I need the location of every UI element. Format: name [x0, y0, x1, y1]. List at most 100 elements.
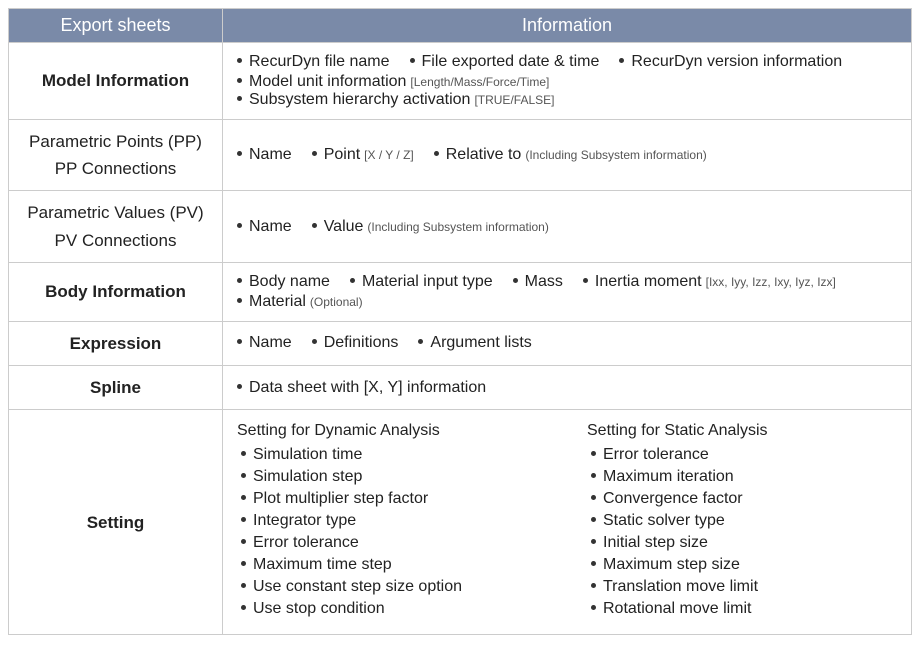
- bullet-icon: [241, 473, 246, 478]
- info-item: Relative to(Including Subsystem informat…: [434, 146, 707, 164]
- info-item: File exported date & time: [410, 53, 600, 71]
- bullet-icon: [237, 96, 242, 101]
- setting-item-text: Convergence factor: [603, 490, 743, 508]
- info-text: Material: [249, 293, 306, 311]
- bullet-icon: [241, 605, 246, 610]
- setting-item: Use constant step size option: [241, 578, 547, 596]
- info-item: Body name: [237, 273, 330, 291]
- info-text: Name: [249, 146, 292, 164]
- sheet-name-cell: Setting: [9, 410, 223, 635]
- bullet-icon: [591, 473, 596, 478]
- setting-item-text: Plot multiplier step factor: [253, 490, 428, 508]
- info-subtext: [Length/Mass/Force/Time]: [410, 75, 549, 89]
- info-text: Model unit information: [249, 73, 406, 91]
- info-subtext: [TRUE/FALSE]: [474, 93, 554, 107]
- info-item: Mass: [513, 273, 563, 291]
- info-text: Value: [324, 218, 364, 236]
- setting-item: Error tolerance: [241, 534, 547, 552]
- info-text: Point: [324, 146, 360, 164]
- setting-col-title: Setting for Dynamic Analysis: [237, 422, 547, 440]
- setting-item: Simulation step: [241, 468, 547, 486]
- table-row-setting: Setting Setting for Dynamic Analysis Simul…: [9, 410, 912, 635]
- info-subtext: [X / Y / Z]: [364, 148, 414, 162]
- setting-item: Maximum step size: [591, 556, 897, 574]
- info-text: RecurDyn file name: [249, 53, 390, 71]
- info-text: Name: [249, 218, 292, 236]
- bullet-icon: [591, 495, 596, 500]
- bullet-icon: [410, 58, 415, 63]
- bullet-icon: [237, 384, 242, 389]
- sheet-name-cell: Spline: [9, 365, 223, 409]
- info-cell: Data sheet with [X, Y] information: [223, 365, 912, 409]
- info-cell: Setting for Dynamic Analysis Simulation t…: [223, 410, 912, 635]
- info-subtext: (Including Subsystem information): [367, 220, 548, 234]
- bullet-icon: [237, 339, 242, 344]
- info-text: Body name: [249, 273, 330, 291]
- info-text: Material input type: [362, 273, 493, 291]
- setting-item: Integrator type: [241, 512, 547, 530]
- info-item: Material (Optional): [237, 293, 363, 311]
- bullet-icon: [513, 278, 518, 283]
- info-item: RecurDyn file name: [237, 53, 390, 71]
- setting-item-text: Error tolerance: [603, 446, 709, 464]
- info-subtext: (Including Subsystem information): [525, 148, 706, 162]
- bullet-icon: [237, 151, 242, 156]
- bullet-icon: [418, 339, 423, 344]
- info-text: Definitions: [324, 334, 399, 352]
- info-text: Subsystem hierarchy activation: [249, 91, 470, 109]
- setting-item: Rotational move limit: [591, 600, 897, 618]
- setting-item: Error tolerance: [591, 446, 897, 464]
- table-row: Model Information RecurDyn file name File …: [9, 43, 912, 120]
- bullet-icon: [241, 561, 246, 566]
- info-cell: Name Point [X / Y / Z] Relative to(Includin…: [223, 120, 912, 191]
- setting-item: Static solver type: [591, 512, 897, 530]
- info-item: Data sheet with [X, Y] information: [237, 379, 486, 397]
- header-export-sheets: Export sheets: [9, 9, 223, 43]
- sheet-name-cell: Expression: [9, 321, 223, 365]
- setting-item: Initial step size: [591, 534, 897, 552]
- table-row: Spline Data sheet with [X, Y] information: [9, 365, 912, 409]
- bullet-icon: [237, 58, 242, 63]
- bullet-icon: [237, 278, 242, 283]
- bullet-icon: [241, 451, 246, 456]
- setting-item-text: Integrator type: [253, 512, 356, 530]
- static-analysis-col: Setting for Static Analysis Error toleran…: [587, 422, 897, 622]
- setting-item-text: Simulation time: [253, 446, 362, 464]
- bullet-icon: [591, 583, 596, 588]
- bullet-icon: [312, 151, 317, 156]
- info-item: Definitions: [312, 334, 399, 352]
- setting-item: Translation move limit: [591, 578, 897, 596]
- bullet-icon: [350, 278, 355, 283]
- info-item: Subsystem hierarchy activation [TRUE/FALS…: [237, 91, 554, 109]
- setting-item-text: Translation move limit: [603, 578, 758, 596]
- sheet-name-cell: Model Information: [9, 43, 223, 120]
- setting-item-text: Error tolerance: [253, 534, 359, 552]
- info-text: File exported date & time: [422, 53, 600, 71]
- info-item: Point [X / Y / Z]: [312, 146, 414, 164]
- info-text: Name: [249, 334, 292, 352]
- setting-item-text: Maximum iteration: [603, 468, 734, 486]
- bullet-icon: [241, 495, 246, 500]
- info-cell: RecurDyn file name File exported date & t…: [223, 43, 912, 120]
- info-item: RecurDyn version information: [619, 53, 842, 71]
- table-row: Parametric Points (PP)PP ConnectionsName…: [9, 120, 912, 191]
- setting-item: Use stop condition: [241, 600, 547, 618]
- info-item: Name: [237, 218, 292, 236]
- table-row: Parametric Values (PV)PV ConnectionsName…: [9, 191, 912, 262]
- bullet-icon: [591, 605, 596, 610]
- bullet-icon: [241, 517, 246, 522]
- info-cell: NameDefinitionsArgument lists: [223, 321, 912, 365]
- setting-item-text: Static solver type: [603, 512, 725, 530]
- info-text: Relative to: [446, 146, 522, 164]
- info-item: Value(Including Subsystem information): [312, 218, 549, 236]
- setting-item-text: Maximum time step: [253, 556, 392, 574]
- info-item: Model unit information [Length/Mass/Force…: [237, 73, 549, 91]
- info-subtext: (Optional): [310, 295, 363, 309]
- info-text: Mass: [525, 273, 563, 291]
- export-sheets-table: Export sheets Information Model Informat…: [8, 8, 912, 635]
- sheet-name-cell: Body Information: [9, 262, 223, 321]
- header-information: Information: [223, 9, 912, 43]
- setting-col-title: Setting for Static Analysis: [587, 422, 897, 440]
- setting-item: Maximum iteration: [591, 468, 897, 486]
- setting-item: Simulation time: [241, 446, 547, 464]
